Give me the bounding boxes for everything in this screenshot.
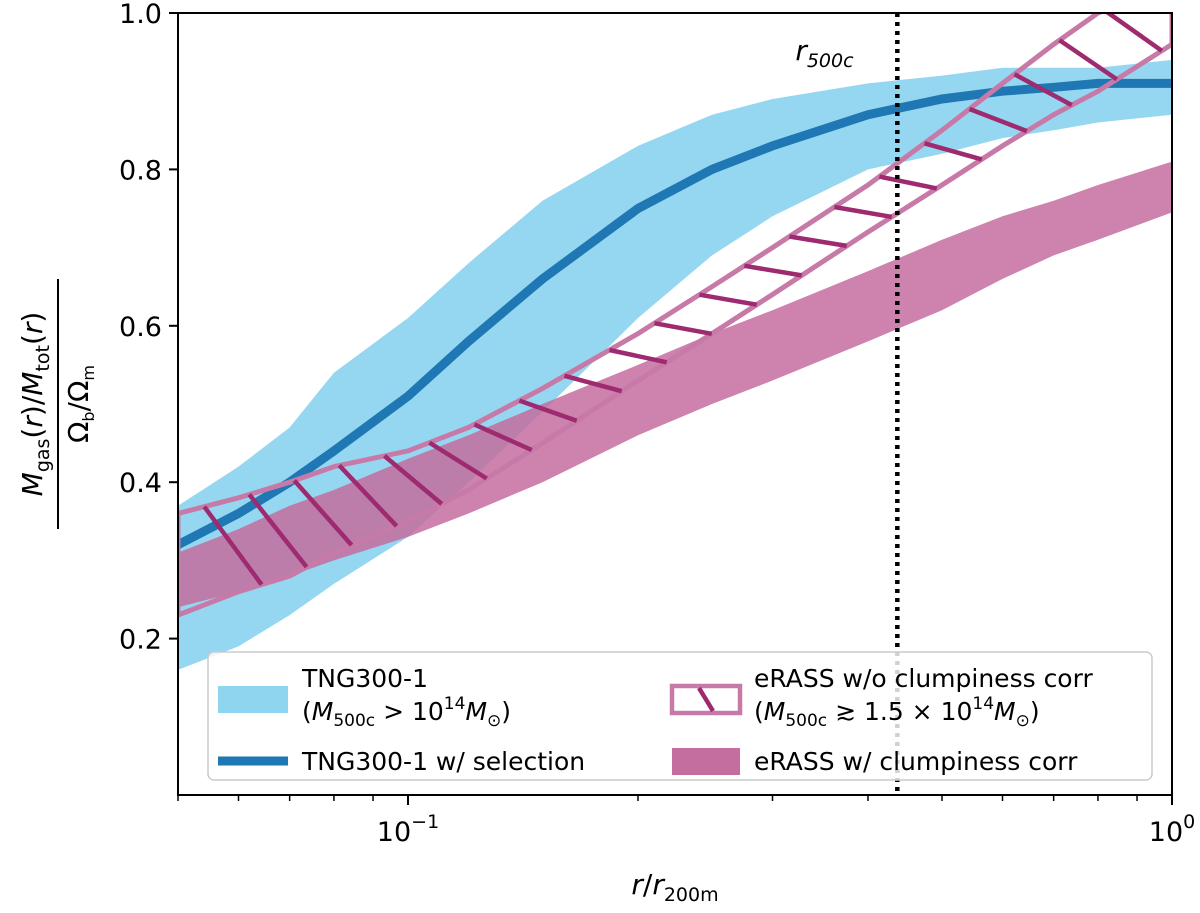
hatch-line [699, 292, 758, 307]
hatch-line [1169, 13, 1172, 16]
r500c-label: r500c [795, 34, 854, 72]
hatch-line [1104, 13, 1164, 53]
hatch-line [744, 263, 803, 278]
hatch-line [608, 347, 668, 365]
y-axis-label: Mgas(r)/Mtot(r) Ωb/Ωm [16, 279, 98, 529]
erass-no-clumpiness-outline [178, 13, 1172, 618]
y-tick-label: 0.6 [119, 312, 162, 343]
y-axis-label-numerator: Mgas(r)/Mtot(r) [16, 312, 54, 497]
y-tick-label: 0.8 [119, 155, 162, 186]
y-axis-label-denominator: Ωb/Ωm [62, 365, 98, 443]
hatch-line [428, 440, 488, 481]
legend-tng300-swatch [218, 686, 288, 713]
hatch-line [473, 422, 533, 453]
y-tick-label: 0.4 [119, 468, 162, 499]
legend-clumpiness-swatch [672, 748, 740, 775]
axes: 0.2 0.4 0.6 0.8 1.0 10−1 100 [119, 0, 1195, 848]
x-axis-label: r/r200m [631, 868, 718, 906]
legend-hatch-line [697, 686, 715, 713]
tng300-selection-line [178, 78, 1172, 549]
hatch-line [923, 141, 983, 162]
hatch-line [1013, 72, 1073, 108]
plot-frame [177, 12, 1173, 796]
hatch-line [247, 493, 309, 569]
hatch-line [292, 479, 354, 547]
x-tick-label: 10−1 [377, 811, 439, 848]
hatch-line [653, 320, 713, 337]
legend-selection-label: TNG300-1 w/ selection [301, 747, 585, 776]
hatch-line [968, 106, 1028, 134]
legend-tng300-label: TNG300-1 [301, 664, 428, 693]
legend-erass-no-clumpiness-sublabel: (M500c ≳ 1.5 × 1014M⊙) [754, 694, 1040, 731]
legend-hatched-swatch [669, 683, 743, 716]
hatch-line [518, 398, 578, 423]
legend-tng300-sublabel: (M500c > 1014M⊙) [302, 694, 511, 731]
hatch-line [878, 174, 938, 191]
hatch-line [789, 234, 848, 249]
y-tick-label: 0.2 [119, 625, 162, 656]
legend-box [207, 651, 1153, 781]
y-tick-label: 1.0 [119, 0, 162, 30]
hatch-line [202, 505, 264, 586]
hatch-line [1058, 38, 1119, 82]
legend: TNG300-1(M500c > 1014M⊙) TNG300-1 w/ sele… [207, 651, 1153, 781]
legend-erass-clumpiness-label: eRASS w/ clumpiness corr [754, 747, 1078, 776]
erass-no-clumpiness-band [178, 13, 1172, 618]
x-tick-label: 100 [1149, 811, 1195, 848]
hatch-line [563, 373, 623, 394]
hatch-line [382, 454, 444, 506]
legend-erass-no-clumpiness-label: eRASS w/o clumpiness corr [754, 664, 1093, 693]
hatch-line [834, 204, 893, 220]
erass-clumpiness-corr-band [178, 161, 1172, 608]
hatch-line [337, 463, 399, 528]
